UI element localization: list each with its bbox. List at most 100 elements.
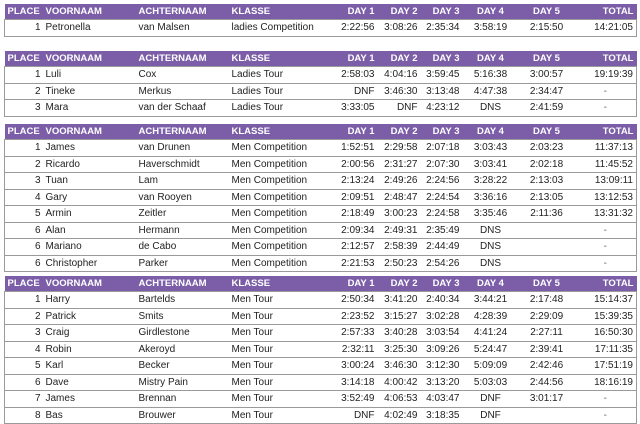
cell-day-1: 2:21:53 bbox=[330, 254, 378, 272]
cell-place: 4 bbox=[4, 188, 43, 206]
cell-voornaam: Luli bbox=[42, 66, 136, 84]
table-row: 1 James van Drunen Men Competition 1:52:51 2:… bbox=[4, 139, 637, 157]
table-row: 1 Harry Bartelds Men Tour 2:50:34 3:41:20 2:40… bbox=[4, 291, 637, 309]
header-day-3: DAY 3 bbox=[420, 124, 463, 140]
header-day-2: DAY 2 bbox=[377, 276, 421, 292]
cell-day-1: 2:50:34 bbox=[330, 291, 378, 309]
table-row: 7 James Brennan Men Tour 3:52:49 4:06:53 4:03:… bbox=[4, 390, 637, 408]
cell-voornaam: Gary bbox=[42, 188, 136, 206]
table-row: 5 Armin Zeitler Men Competition 2:18:49 3:00:… bbox=[4, 205, 637, 223]
cell-day-3: 2:24:54 bbox=[420, 188, 463, 206]
cell-place: 2 bbox=[4, 82, 43, 100]
header-achternaam: ACHTERNAAM bbox=[135, 4, 229, 20]
cell-voornaam: Tuan bbox=[42, 172, 136, 190]
cell-day-2: 3:46:30 bbox=[377, 357, 421, 375]
cell-day-4: 5:24:47 bbox=[462, 340, 519, 358]
cell-day-3: 3:12:30 bbox=[420, 357, 463, 375]
cell-day-4: DNS bbox=[462, 221, 519, 239]
cell-achternaam: Girdlestone bbox=[135, 324, 229, 342]
cell-day-3: 4:23:12 bbox=[420, 99, 463, 117]
cell-total: - bbox=[574, 99, 637, 117]
cell-achternaam: Merkus bbox=[135, 82, 229, 100]
cell-achternaam: de Cabo bbox=[135, 238, 229, 256]
cell-day-5: 2:41:59 bbox=[518, 99, 575, 117]
cell-klasse: Men Tour bbox=[228, 340, 331, 358]
cell-place: 1 bbox=[4, 66, 43, 84]
cell-place: 6 bbox=[4, 238, 43, 256]
cell-day-1: 2:09:51 bbox=[330, 188, 378, 206]
cell-day-2: 2:29:58 bbox=[377, 139, 421, 157]
header-total: TOTAL bbox=[574, 276, 637, 292]
cell-day-2: 3:08:26 bbox=[377, 19, 421, 37]
cell-total: 19:19:39 bbox=[574, 66, 637, 84]
cell-place: 4 bbox=[4, 340, 43, 358]
cell-day-2: 4:04:16 bbox=[377, 66, 421, 84]
table-row: 1 Petronella van Malsen ladies Competition 2… bbox=[4, 19, 637, 37]
cell-place: 5 bbox=[4, 357, 43, 375]
cell-achternaam: Hermann bbox=[135, 221, 229, 239]
cell-day-5: 2:39:41 bbox=[518, 340, 575, 358]
header-klasse: KLASSE bbox=[228, 51, 331, 67]
header-achternaam: ACHTERNAAM bbox=[135, 276, 229, 292]
header-day-4: DAY 4 bbox=[462, 276, 519, 292]
cell-klasse: Men Competition bbox=[228, 221, 331, 239]
header-total: TOTAL bbox=[574, 51, 637, 67]
cell-day-5: 3:00:57 bbox=[518, 66, 575, 84]
cell-day-1: 2:57:33 bbox=[330, 324, 378, 342]
cell-day-4: DNS bbox=[462, 254, 519, 272]
cell-voornaam: Craig bbox=[42, 324, 136, 342]
cell-day-3: 3:02:28 bbox=[420, 307, 463, 325]
cell-day-1: 2:18:49 bbox=[330, 205, 378, 223]
cell-voornaam: Harry bbox=[42, 291, 136, 309]
table-row: 6 Christopher Parker Men Competition 2:21:53… bbox=[4, 254, 637, 272]
header-day-5: DAY 5 bbox=[518, 276, 575, 292]
cell-klasse: Men Competition bbox=[228, 205, 331, 223]
table-row: 3 Tuan Lam Men Competition 2:13:24 2:49:26 2:2… bbox=[4, 172, 637, 190]
header-total: TOTAL bbox=[574, 4, 637, 20]
cell-day-4: 3:28:22 bbox=[462, 172, 519, 190]
cell-klasse: Men Competition bbox=[228, 139, 331, 157]
cell-day-1: DNF bbox=[330, 406, 378, 424]
cell-achternaam: Smits bbox=[135, 307, 229, 325]
table-row: 6 Dave Mistry Pain Men Tour 3:14:18 4:00:42 3:… bbox=[4, 373, 637, 391]
cell-day-2: 2:49:31 bbox=[377, 221, 421, 239]
cell-day-4: DNF bbox=[462, 390, 519, 408]
cell-day-5: 2:17:48 bbox=[518, 291, 575, 309]
cell-day-2: 2:50:23 bbox=[377, 254, 421, 272]
table-row: 2 Tineke Merkus Ladies Tour DNF 3:46:30 3:13:4… bbox=[4, 82, 637, 100]
cell-day-1: 3:00:24 bbox=[330, 357, 378, 375]
header-klasse: KLASSE bbox=[228, 4, 331, 20]
cell-achternaam: van der Schaaf bbox=[135, 99, 229, 117]
cell-place: 1 bbox=[4, 139, 43, 157]
cell-day-5: 2:13:05 bbox=[518, 188, 575, 206]
cell-achternaam: van Malsen bbox=[135, 19, 229, 37]
cell-voornaam: Alan bbox=[42, 221, 136, 239]
cell-day-2: 3:25:30 bbox=[377, 340, 421, 358]
cell-place: 2 bbox=[4, 155, 43, 173]
cell-day-3: 2:24:58 bbox=[420, 205, 463, 223]
cell-place: 7 bbox=[4, 390, 43, 408]
cell-day-1: DNF bbox=[330, 82, 378, 100]
cell-achternaam: Akeroyd bbox=[135, 340, 229, 358]
cell-day-1: 1:52:51 bbox=[330, 139, 378, 157]
cell-klasse: Men Competition bbox=[228, 172, 331, 190]
cell-day-3: 4:03:47 bbox=[420, 390, 463, 408]
cell-place: 1 bbox=[4, 19, 43, 37]
cell-day-1: 2:58:03 bbox=[330, 66, 378, 84]
cell-day-4: 5:03:03 bbox=[462, 373, 519, 391]
header-day-4: DAY 4 bbox=[462, 4, 519, 20]
cell-voornaam: Bas bbox=[42, 406, 136, 424]
cell-total: 14:21:05 bbox=[574, 19, 637, 37]
cell-day-4: 3:03:41 bbox=[462, 155, 519, 173]
header-voornaam: VOORNAAM bbox=[42, 4, 136, 20]
cell-day-2: 2:49:26 bbox=[377, 172, 421, 190]
cell-voornaam: Ricardo bbox=[42, 155, 136, 173]
header-place: PLACE bbox=[4, 4, 43, 20]
cell-total: 11:45:52 bbox=[574, 155, 637, 173]
header-total: TOTAL bbox=[574, 124, 637, 140]
